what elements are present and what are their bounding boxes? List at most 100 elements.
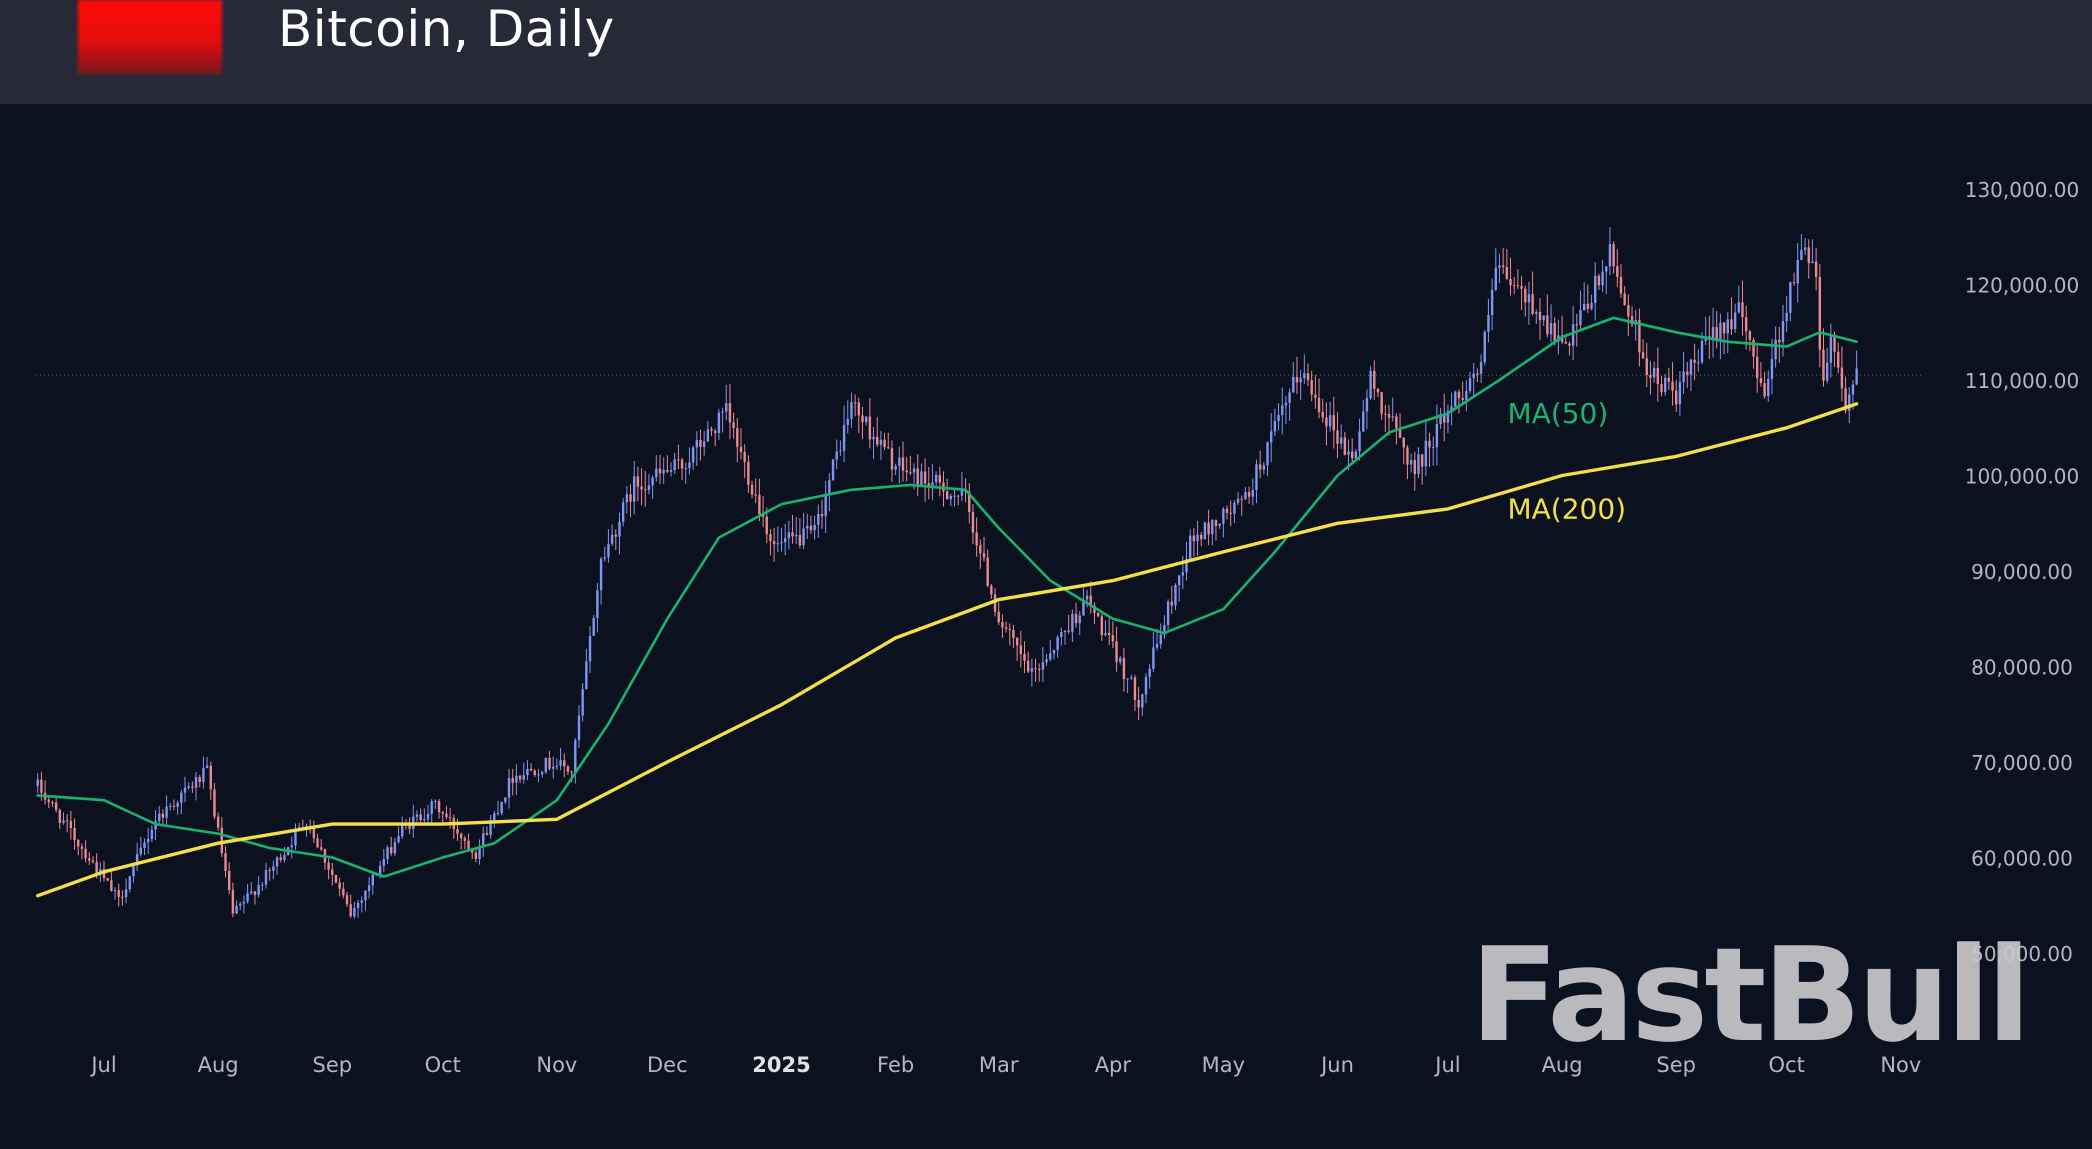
candle-body xyxy=(526,769,529,776)
candle-body xyxy=(128,876,131,890)
candle-body xyxy=(1373,370,1376,390)
candle-body xyxy=(1130,677,1133,679)
candle-body xyxy=(647,485,651,491)
candle-body xyxy=(419,814,422,821)
candle-body xyxy=(702,441,706,448)
candle-body xyxy=(106,878,109,881)
candle-body xyxy=(353,908,356,917)
candle-body xyxy=(1513,285,1516,287)
candle-body xyxy=(651,477,654,486)
candle-body xyxy=(1443,413,1446,423)
candle-body xyxy=(1660,384,1663,393)
candle-body xyxy=(493,813,496,821)
candle-body xyxy=(1369,370,1372,399)
candle-body xyxy=(124,889,128,897)
candle-body xyxy=(1450,406,1453,411)
candle-body xyxy=(680,459,684,469)
candle-body xyxy=(1811,261,1814,263)
candle-body xyxy=(714,430,717,433)
y-tick-label: 90,000.00 xyxy=(1971,560,2073,584)
candle-body xyxy=(1678,382,1682,405)
candle-body xyxy=(592,618,595,636)
candle-body xyxy=(1663,377,1667,393)
candle-body xyxy=(264,870,268,885)
x-tick-label: Aug xyxy=(198,1053,239,1077)
candle-body xyxy=(1582,303,1586,311)
candle-body xyxy=(143,842,146,848)
candle-body xyxy=(478,845,481,860)
candle-body xyxy=(655,468,658,478)
candle-body xyxy=(1273,421,1277,432)
candle-body xyxy=(40,779,43,793)
candle-body xyxy=(187,786,190,788)
candle-body xyxy=(850,402,853,419)
candle-body xyxy=(1686,371,1689,375)
candle-body xyxy=(1026,660,1030,672)
candle-body xyxy=(1350,451,1354,459)
candle-body xyxy=(1056,636,1059,650)
candle-body xyxy=(180,792,183,803)
candle-body xyxy=(1472,373,1475,379)
candle-body xyxy=(150,829,154,839)
candle-body xyxy=(511,778,514,783)
candle-body xyxy=(73,827,76,840)
candle-body xyxy=(1785,312,1788,322)
candle-body xyxy=(732,422,735,429)
candle-body xyxy=(971,512,975,533)
candle-body xyxy=(945,491,949,500)
candle-body xyxy=(1096,612,1100,617)
candle-body xyxy=(239,903,242,906)
candle-body xyxy=(386,847,389,860)
candle-body xyxy=(846,418,849,426)
candle-body xyxy=(1781,321,1785,343)
candle-body xyxy=(334,874,338,883)
candle-body xyxy=(1483,331,1486,363)
candle-body xyxy=(1756,356,1759,379)
candle-body xyxy=(529,769,533,771)
candle-body xyxy=(1759,378,1763,384)
candle-body xyxy=(975,532,978,546)
candle-body xyxy=(382,859,386,866)
price-chart[interactable]: MA(50) MA(200) 50,000.00 60,000.00 70,000.0… xyxy=(0,104,2092,1149)
candle-body xyxy=(636,476,640,487)
candle-body xyxy=(1409,460,1413,465)
candle-body xyxy=(331,869,334,875)
ma200-line xyxy=(36,402,1859,898)
candle-body xyxy=(459,833,463,839)
x-tick-label: Nov xyxy=(1880,1053,1921,1077)
candle-body xyxy=(342,888,345,896)
candle-body xyxy=(1641,352,1645,359)
candle-body xyxy=(1432,447,1435,449)
candle-body xyxy=(1181,572,1185,576)
candle-body xyxy=(1715,326,1718,340)
candle-body xyxy=(1851,384,1855,395)
x-tick-label: Apr xyxy=(1095,1053,1132,1077)
fastbull-watermark: FastBull xyxy=(1470,919,2031,1071)
candle-body xyxy=(1682,371,1685,383)
candle-body xyxy=(1498,265,1501,268)
candle-body xyxy=(95,862,98,874)
candle-body xyxy=(901,457,905,471)
candle-body xyxy=(1638,320,1641,353)
candle-body xyxy=(1001,622,1004,628)
candle-body xyxy=(1833,336,1836,352)
candle-body xyxy=(1258,464,1262,470)
candle-body xyxy=(1347,451,1350,455)
x-tick-label: Nov xyxy=(536,1053,577,1077)
candle-body xyxy=(599,558,603,591)
candle-body xyxy=(1741,302,1744,318)
candle-body xyxy=(467,840,470,850)
candle-body xyxy=(1439,413,1442,425)
candle-body xyxy=(176,802,179,807)
candle-body xyxy=(213,789,216,817)
candle-body xyxy=(607,543,610,558)
candle-body xyxy=(1148,668,1151,677)
candle-body xyxy=(371,874,374,886)
candle-body xyxy=(1126,678,1129,680)
candle-body xyxy=(1343,437,1347,455)
candle-body xyxy=(1531,294,1534,314)
candle-body xyxy=(1281,405,1284,415)
candle-body xyxy=(614,534,617,537)
candle-body xyxy=(1564,341,1567,344)
candle-body xyxy=(1586,303,1590,309)
